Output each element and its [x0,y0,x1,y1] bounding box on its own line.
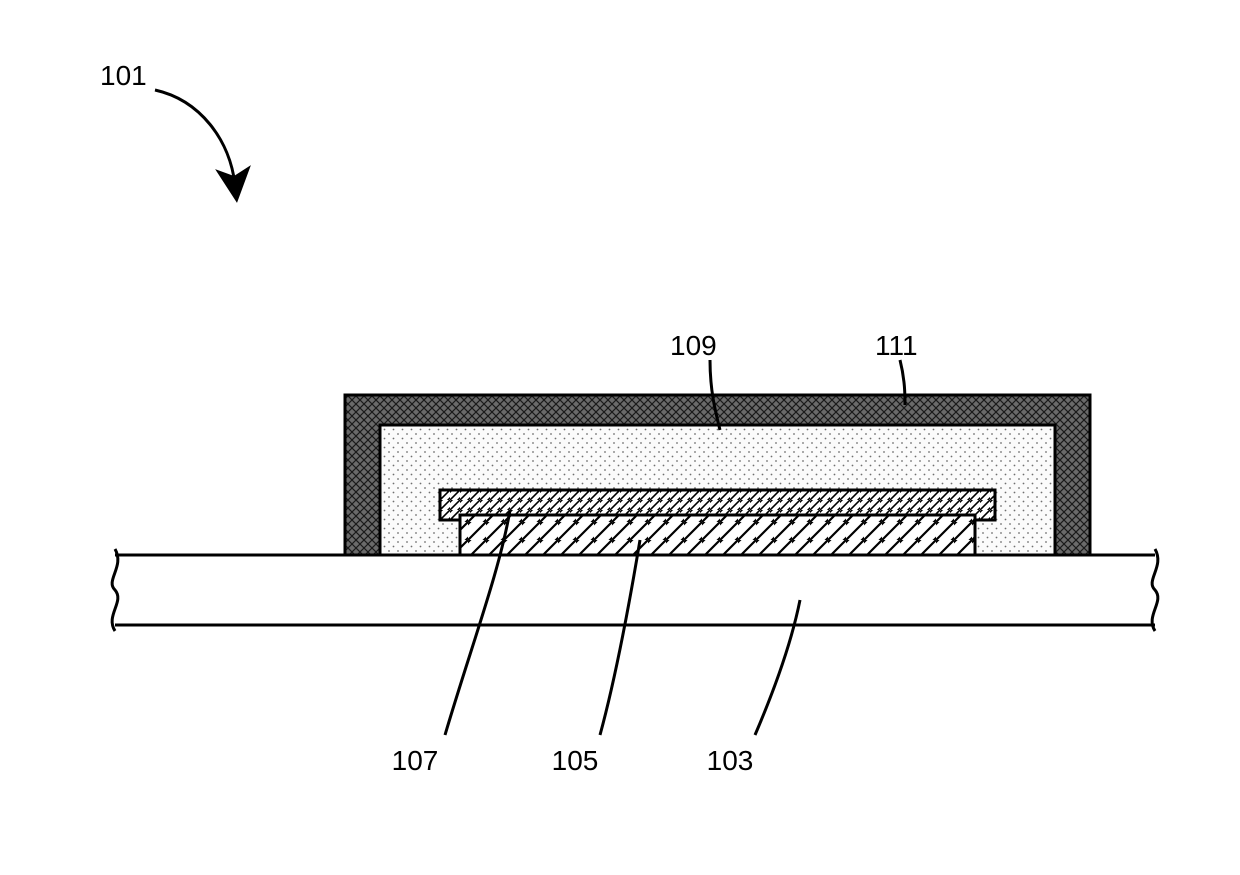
ref-105: 105 [552,745,599,776]
ref-101: 101 [100,60,147,91]
ref-109: 109 [670,330,717,361]
layered-cross-section-diagram: 101 103 105 107 109 111 [0,0,1240,875]
ref-107: 107 [392,745,439,776]
ref-103: 103 [707,745,754,776]
layer-a [460,515,975,555]
ref-111: 111 [875,330,918,361]
